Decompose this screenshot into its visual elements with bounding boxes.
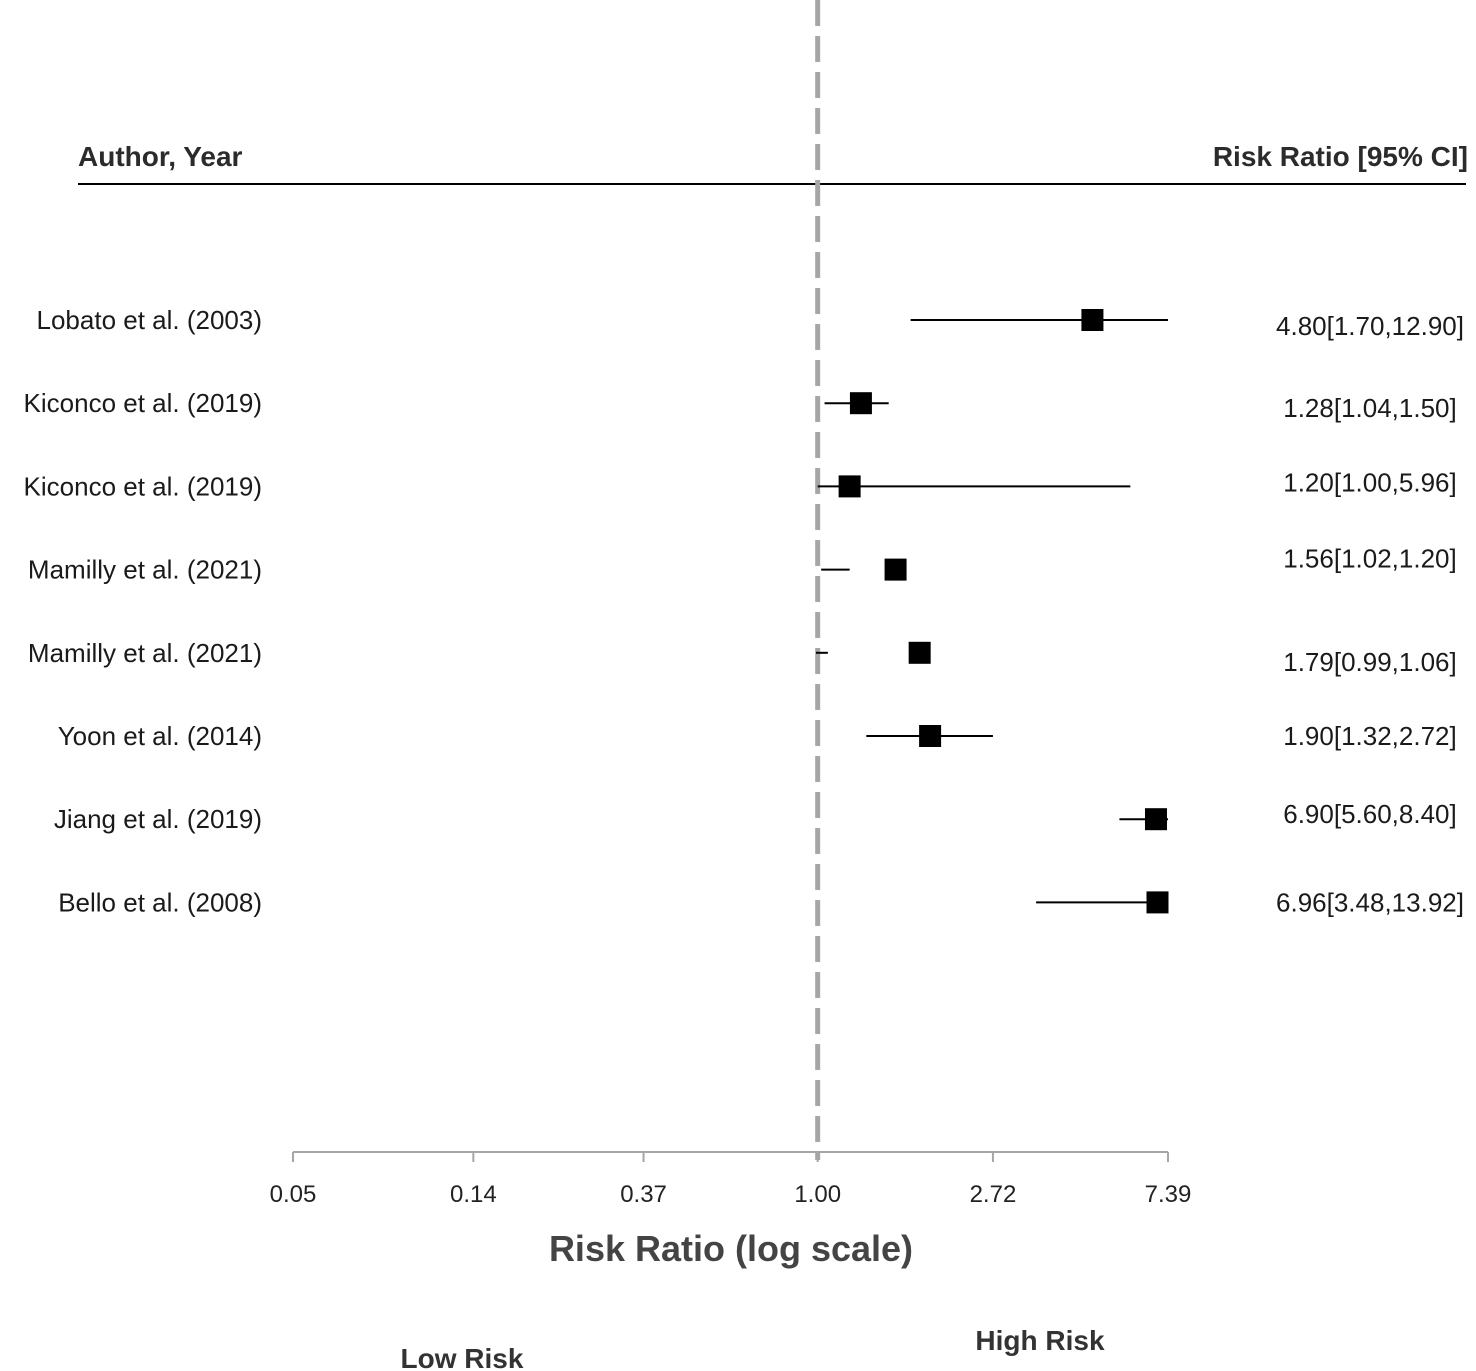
study-row: Kiconco et al. (2019) 1.20[1.00,5.96] <box>24 467 1457 501</box>
x-tick-label: 1.00 <box>794 1181 841 1208</box>
x-axis: 0.05 0.14 0.37 1.00 2.72 7.39 <box>270 1151 1192 1208</box>
study-row: Yoon et al. (2014) 1.90[1.32,2.72] <box>58 721 1457 751</box>
risk-ratio-ci-value: 6.96[3.48,13.92] <box>1276 887 1464 917</box>
x-tick-label: 0.05 <box>270 1181 317 1208</box>
x-axis-title: Risk Ratio (log scale) <box>549 1228 913 1269</box>
study-row: Bello et al. (2008) 6.96[3.48,13.92] <box>58 887 1464 917</box>
x-tick-label: 0.37 <box>620 1181 667 1208</box>
study-label: Mamilly et al. (2021) <box>28 638 262 668</box>
point-estimate-marker <box>838 475 861 498</box>
point-estimate-marker <box>919 725 942 747</box>
study-row: Mamilly et al. (2021) 1.79[0.99,1.06] <box>28 638 1457 677</box>
study-label: Bello et al. (2008) <box>58 887 262 917</box>
point-estimate-marker <box>1146 891 1169 914</box>
risk-ratio-ci-value: 6.90[5.60,8.40] <box>1283 799 1456 829</box>
point-estimate-marker <box>1081 309 1104 331</box>
x-tick-label: 2.72 <box>970 1181 1017 1208</box>
risk-ratio-ci-value: 1.28[1.04,1.50] <box>1283 393 1456 423</box>
study-label: Yoon et al. (2014) <box>58 721 262 751</box>
study-row: Lobato et al. (2003) 4.80[1.70,12.90] <box>37 305 1464 341</box>
study-label: Kiconco et al. (2019) <box>24 388 262 418</box>
x-tick-label: 7.39 <box>1145 1181 1192 1208</box>
x-tick-label: 0.14 <box>450 1181 497 1208</box>
author-year-header: Author, Year <box>78 141 243 172</box>
study-label: Mamilly et al. (2021) <box>28 555 262 585</box>
study-rows: Lobato et al. (2003) 4.80[1.70,12.90] Kico… <box>24 305 1464 917</box>
high-risk-label: High Risk <box>975 1325 1105 1356</box>
study-row: Jiang et al. (2019) 6.90[5.60,8.40] <box>54 799 1457 834</box>
study-label: Kiconco et al. (2019) <box>24 471 262 501</box>
study-row: Mamilly et al. (2021) 1.56[1.02,1.20] <box>28 544 1457 585</box>
risk-ratio-ci-value: 1.56[1.02,1.20] <box>1283 544 1456 574</box>
risk-ratio-ci-value: 1.79[0.99,1.06] <box>1283 647 1456 677</box>
point-estimate-marker <box>884 558 907 581</box>
point-estimate-marker <box>849 392 872 415</box>
risk-ratio-ci-value: 1.20[1.00,5.96] <box>1283 467 1456 497</box>
risk-ratio-ci-header: Risk Ratio [95% CI] <box>1213 141 1468 172</box>
study-label: Lobato et al. (2003) <box>37 305 263 335</box>
study-label: Jiang et al. (2019) <box>54 804 262 834</box>
risk-ratio-ci-value: 1.90[1.32,2.72] <box>1283 721 1456 751</box>
low-risk-label: Low Risk <box>401 1343 524 1371</box>
study-row: Kiconco et al. (2019) 1.28[1.04,1.50] <box>24 388 1457 423</box>
point-estimate-marker <box>1144 808 1167 831</box>
point-estimate-marker <box>908 641 931 664</box>
risk-ratio-ci-value: 4.80[1.70,12.90] <box>1276 311 1464 341</box>
